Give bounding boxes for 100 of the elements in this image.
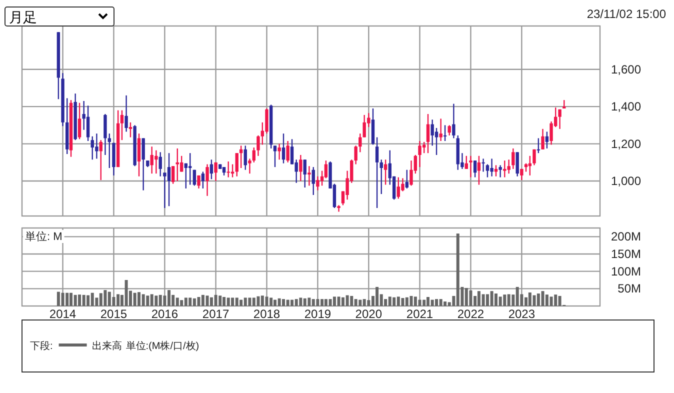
candlestick	[286, 140, 290, 164]
bar	[124, 280, 128, 306]
candlestick	[426, 113, 430, 154]
bar	[222, 296, 226, 306]
bar	[498, 296, 502, 306]
bar	[226, 298, 230, 306]
candlestick	[443, 124, 447, 142]
candlestick	[550, 120, 553, 146]
candlestick	[380, 159, 383, 195]
bar	[278, 298, 281, 306]
candlestick	[430, 119, 434, 146]
bar	[367, 300, 370, 306]
candlestick	[171, 166, 175, 184]
bar	[142, 294, 145, 306]
text: 23/11/02 15:00	[586, 7, 666, 21]
candlestick	[405, 169, 409, 190]
bar	[188, 298, 192, 306]
candlestick	[108, 132, 111, 169]
bar	[308, 298, 311, 306]
candlestick	[354, 145, 358, 165]
bar	[312, 299, 315, 306]
candlestick	[482, 158, 485, 172]
bar	[554, 294, 558, 306]
candlestick	[410, 160, 413, 186]
bar	[244, 298, 247, 306]
bar	[90, 292, 94, 306]
bar	[503, 294, 506, 306]
candlestick	[448, 124, 451, 136]
bar	[435, 299, 438, 306]
bar	[294, 299, 298, 306]
candlestick	[273, 145, 277, 168]
bar	[74, 294, 77, 306]
bar	[376, 286, 379, 306]
bar	[418, 300, 422, 306]
bar	[388, 296, 392, 306]
bar	[558, 296, 562, 306]
bar	[104, 290, 107, 306]
bar	[252, 298, 256, 306]
candlestick	[469, 155, 472, 178]
bar	[248, 298, 252, 306]
bar	[158, 294, 162, 306]
candlestick	[473, 160, 477, 178]
candlestick	[201, 171, 205, 190]
bar	[133, 292, 136, 306]
candlestick	[104, 113, 107, 156]
candlestick	[86, 105, 90, 142]
bar	[150, 294, 154, 306]
x-tick-label: 2014	[49, 307, 76, 321]
bar	[350, 296, 354, 306]
candlestick	[95, 132, 98, 160]
candlestick	[235, 152, 238, 177]
bar	[235, 298, 238, 306]
bar	[444, 301, 447, 306]
bar	[482, 294, 485, 306]
y-tick-label: 1,200	[610, 136, 642, 151]
y-tick-label: 1,600	[610, 62, 642, 76]
bar	[66, 292, 69, 306]
candlestick	[244, 145, 247, 170]
text: 月足	[9, 9, 37, 25]
bar	[396, 296, 400, 306]
candlestick	[265, 108, 268, 134]
candlestick	[78, 102, 82, 140]
x-tick-label: 2021	[406, 307, 434, 321]
candlestick	[299, 154, 302, 182]
x-tick-label: 2016	[151, 307, 178, 321]
candlestick	[516, 152, 519, 177]
legend-title: 下段:	[30, 340, 53, 352]
x-tick-label: 2019	[304, 307, 332, 321]
y-tick-label: 150M	[610, 247, 641, 261]
candlestick	[316, 176, 320, 191]
candlestick	[434, 127, 438, 156]
bar	[256, 296, 260, 306]
bar	[260, 296, 264, 306]
bar	[439, 299, 442, 306]
bar	[507, 294, 510, 306]
bar	[61, 292, 64, 306]
candlestick	[184, 162, 188, 190]
candlestick	[486, 164, 490, 178]
bar	[197, 296, 200, 306]
bar	[316, 299, 320, 306]
candlestick	[536, 138, 540, 154]
bar	[286, 300, 290, 306]
candlestick	[188, 152, 192, 186]
bar	[206, 296, 209, 306]
x-tick-label: 2020	[355, 307, 382, 321]
bar	[430, 300, 434, 306]
candlestick	[167, 152, 171, 207]
candlestick	[384, 159, 388, 186]
bar	[231, 298, 234, 306]
candlestick	[210, 159, 214, 180]
candlestick	[252, 146, 256, 164]
x-tick-label: 2022	[457, 307, 484, 321]
candlestick	[422, 141, 426, 154]
candlestick	[206, 164, 209, 196]
y-axis-title: 単位: M	[25, 231, 62, 243]
bar	[108, 292, 111, 306]
candlestick	[128, 122, 132, 138]
candlestick	[282, 132, 286, 164]
candlestick	[464, 155, 468, 170]
bar	[490, 291, 494, 306]
